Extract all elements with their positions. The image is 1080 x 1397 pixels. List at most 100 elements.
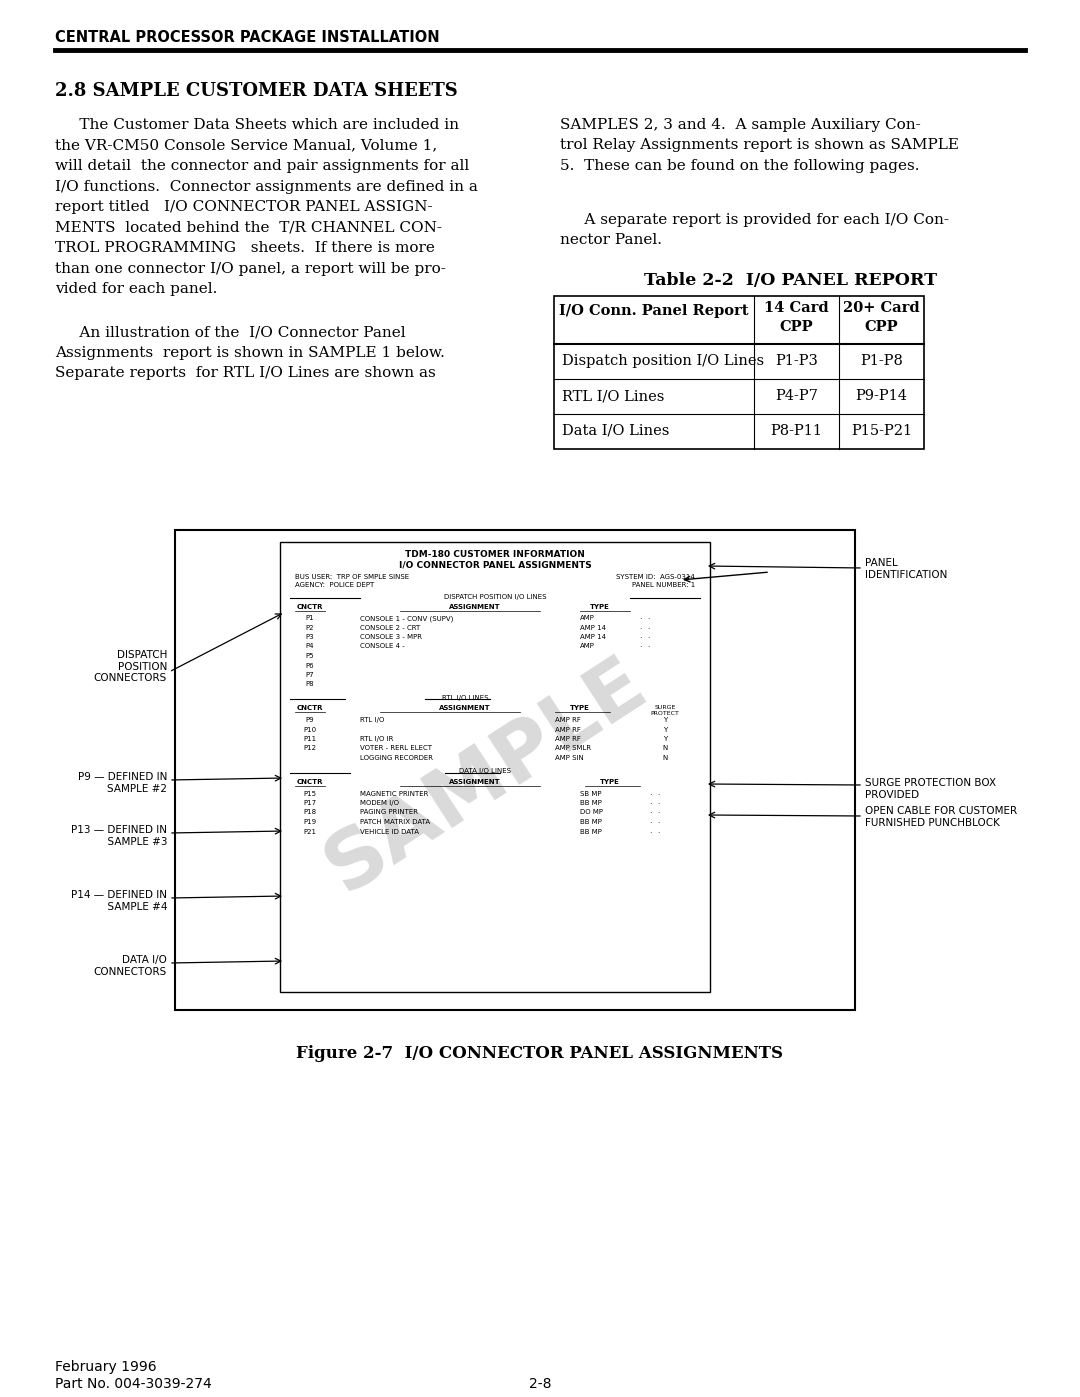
Text: ·  ·: · · [650, 791, 661, 799]
Text: 20+ Card: 20+ Card [843, 300, 920, 314]
Text: 2-8: 2-8 [529, 1377, 551, 1391]
Text: P15-P21: P15-P21 [851, 425, 913, 439]
Text: ·  ·: · · [650, 828, 661, 837]
Text: PATCH MATRIX DATA: PATCH MATRIX DATA [360, 819, 430, 826]
Text: P2: P2 [306, 624, 314, 630]
Text: VOTER - RERL ELECT: VOTER - RERL ELECT [360, 746, 432, 752]
Text: VEHICLE ID DATA: VEHICLE ID DATA [360, 828, 419, 834]
Text: BUS USER:  TRP OF SMPLE SINSE: BUS USER: TRP OF SMPLE SINSE [295, 574, 409, 580]
Text: LOGGING RECORDER: LOGGING RECORDER [360, 754, 433, 761]
Text: CONSOLE 3 - MPR: CONSOLE 3 - MPR [360, 634, 422, 640]
Text: SURGE
PROTECT: SURGE PROTECT [650, 705, 679, 715]
Text: AMP RF: AMP RF [555, 726, 581, 732]
Text: P12: P12 [303, 746, 316, 752]
Text: MODEM I/O: MODEM I/O [360, 800, 399, 806]
Text: P10: P10 [303, 726, 316, 732]
Text: nector Panel.: nector Panel. [561, 233, 662, 247]
Text: CNCTR: CNCTR [297, 604, 323, 610]
Text: Data I/O Lines: Data I/O Lines [562, 425, 670, 439]
Text: DISPATCH
POSITION
CONNECTORS: DISPATCH POSITION CONNECTORS [94, 650, 167, 683]
Bar [280, 542, 710, 992]
Text: DISPATCH POSITION I/O LINES: DISPATCH POSITION I/O LINES [444, 594, 546, 599]
Text: CONSOLE 2 - CRT: CONSOLE 2 - CRT [360, 624, 420, 630]
Text: TROL PROGRAMMING   sheets.  If there is more: TROL PROGRAMMING sheets. If there is mor… [55, 242, 435, 256]
Text: ·  ·: · · [640, 624, 650, 633]
Text: P8: P8 [306, 682, 314, 687]
Text: P9: P9 [306, 717, 314, 724]
Text: MAGNETIC PRINTER: MAGNETIC PRINTER [360, 791, 429, 796]
Text: AMP RF: AMP RF [555, 717, 581, 724]
Text: February 1996: February 1996 [55, 1361, 157, 1375]
Text: ·  ·: · · [640, 634, 650, 643]
Text: RTL I/O LINES: RTL I/O LINES [442, 694, 488, 701]
Text: P14 — DEFINED IN
      SAMPLE #4: P14 — DEFINED IN SAMPLE #4 [71, 890, 167, 912]
Text: ·  ·: · · [650, 800, 661, 809]
Text: SAMPLE: SAMPLE [312, 644, 661, 908]
Text: P9-P14: P9-P14 [855, 388, 907, 402]
Text: than one connector I/O panel, a report will be pro-: than one connector I/O panel, a report w… [55, 261, 446, 275]
Text: P4: P4 [306, 644, 314, 650]
Text: P9 — DEFINED IN
    SAMPLE #2: P9 — DEFINED IN SAMPLE #2 [78, 773, 167, 793]
Text: AMP 14: AMP 14 [580, 634, 606, 640]
Text: AMP SMLR: AMP SMLR [555, 746, 591, 752]
Text: ·  ·: · · [640, 644, 650, 652]
Text: PANEL
IDENTIFICATION: PANEL IDENTIFICATION [865, 557, 947, 580]
Text: CPP: CPP [865, 320, 899, 334]
Text: P17: P17 [303, 800, 316, 806]
Text: 2.8 SAMPLE CUSTOMER DATA SHEETS: 2.8 SAMPLE CUSTOMER DATA SHEETS [55, 82, 458, 101]
Text: P11: P11 [303, 736, 316, 742]
Text: report titled   I/O CONNECTOR PANEL ASSIGN-: report titled I/O CONNECTOR PANEL ASSIGN… [55, 200, 433, 214]
Text: Figure 2-7  I/O CONNECTOR PANEL ASSIGNMENTS: Figure 2-7 I/O CONNECTOR PANEL ASSIGNMEN… [297, 1045, 783, 1062]
Text: RTL I/O: RTL I/O [360, 717, 384, 724]
Text: CENTRAL PROCESSOR PACKAGE INSTALLATION: CENTRAL PROCESSOR PACKAGE INSTALLATION [55, 29, 440, 45]
Text: BB MP: BB MP [580, 819, 602, 826]
Text: SURGE PROTECTION BOX
PROVIDED: SURGE PROTECTION BOX PROVIDED [865, 778, 996, 799]
Text: will detail  the connector and pair assignments for all: will detail the connector and pair assig… [55, 159, 469, 173]
Bar [175, 529, 855, 1010]
Text: TYPE: TYPE [570, 705, 590, 711]
Text: SB MP: SB MP [580, 791, 602, 796]
Text: ASSIGNMENT: ASSIGNMENT [449, 604, 501, 610]
Text: AMP RF: AMP RF [555, 736, 581, 742]
Text: ·  ·: · · [640, 615, 650, 624]
Text: MENTS  located behind the  T/R CHANNEL CON-: MENTS located behind the T/R CHANNEL CON… [55, 221, 442, 235]
Text: ASSIGNMENT: ASSIGNMENT [440, 705, 490, 711]
Text: P1-P3: P1-P3 [775, 353, 818, 367]
Text: TYPE: TYPE [600, 778, 620, 785]
Text: P4-P7: P4-P7 [775, 388, 818, 402]
Text: N: N [662, 754, 667, 761]
Text: CNCTR: CNCTR [297, 705, 323, 711]
Text: DATA I/O
CONNECTORS: DATA I/O CONNECTORS [94, 956, 167, 977]
Text: AMP: AMP [580, 615, 595, 622]
Text: CONSOLE 4 -: CONSOLE 4 - [360, 644, 405, 650]
Text: Assignments  report is shown in SAMPLE 1 below.: Assignments report is shown in SAMPLE 1 … [55, 345, 445, 359]
Text: AMP SIN: AMP SIN [555, 754, 584, 761]
Text: CONSOLE 1 - CONV (SUPV): CONSOLE 1 - CONV (SUPV) [360, 615, 454, 622]
Text: P1-P8: P1-P8 [860, 353, 903, 367]
Text: CNCTR: CNCTR [297, 778, 323, 785]
Text: P1: P1 [306, 615, 314, 622]
Text: BB MP: BB MP [580, 828, 602, 834]
Text: Y: Y [663, 736, 667, 742]
Text: P19: P19 [303, 819, 316, 826]
Text: 14 Card: 14 Card [765, 300, 828, 314]
Text: P8-P11: P8-P11 [770, 425, 823, 439]
Text: TDM-180 CUSTOMER INFORMATION: TDM-180 CUSTOMER INFORMATION [405, 550, 585, 559]
Text: AMP: AMP [580, 644, 595, 650]
Text: RTL I/O IR: RTL I/O IR [360, 736, 393, 742]
Text: ASSIGNMENT: ASSIGNMENT [449, 778, 501, 785]
Text: Dispatch position I/O Lines: Dispatch position I/O Lines [562, 353, 765, 367]
Text: SAMPLES 2, 3 and 4.  A sample Auxiliary Con-: SAMPLES 2, 3 and 4. A sample Auxiliary C… [561, 117, 921, 131]
Text: CPP: CPP [780, 320, 813, 334]
Text: P7: P7 [306, 672, 314, 678]
Bar [554, 296, 924, 448]
Text: vided for each panel.: vided for each panel. [55, 282, 217, 296]
Text: RTL I/O Lines: RTL I/O Lines [562, 388, 664, 402]
Text: N: N [662, 746, 667, 752]
Text: P6: P6 [306, 662, 314, 669]
Text: Separate reports  for RTL I/O Lines are shown as: Separate reports for RTL I/O Lines are s… [55, 366, 435, 380]
Text: SYSTEM ID:  AGS-0314: SYSTEM ID: AGS-0314 [617, 574, 696, 580]
Text: PAGING PRINTER: PAGING PRINTER [360, 809, 418, 816]
Text: PANEL NUMBER: 1: PANEL NUMBER: 1 [632, 583, 696, 588]
Text: AGENCY:  POLICE DEPT: AGENCY: POLICE DEPT [295, 583, 375, 588]
